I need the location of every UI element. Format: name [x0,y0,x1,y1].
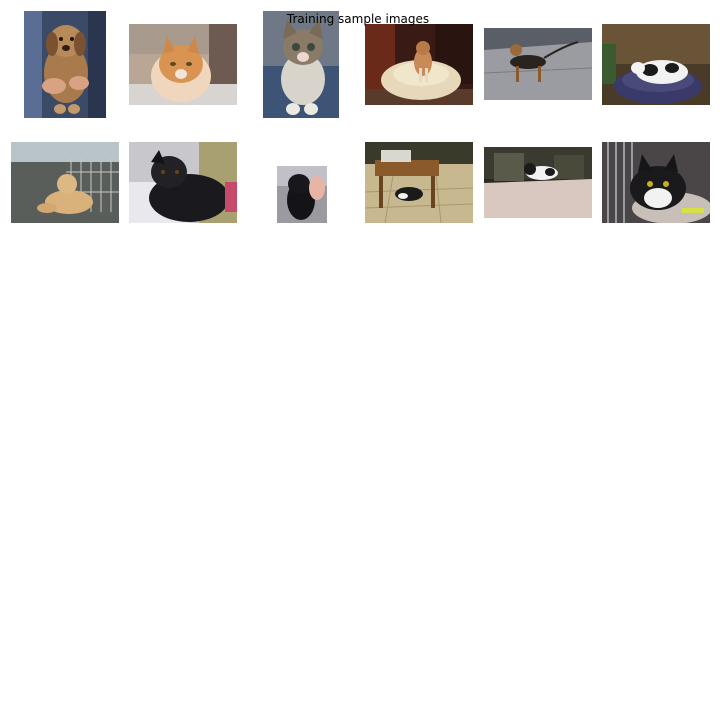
sample-image-3 [263,11,339,118]
sample-image-6 [602,24,710,105]
sample-image-12 [602,142,710,223]
sample-image-2 [129,24,237,105]
figure-title: Training sample images [286,12,430,26]
sample-image-10 [365,142,473,223]
sample-image-7 [11,142,119,223]
sample-image-1 [24,11,106,118]
sample-image-9 [277,166,327,223]
sample-image-5 [484,28,592,100]
sample-image-8 [129,142,237,223]
sample-image-11 [484,147,592,218]
sample-image-4 [365,24,473,105]
